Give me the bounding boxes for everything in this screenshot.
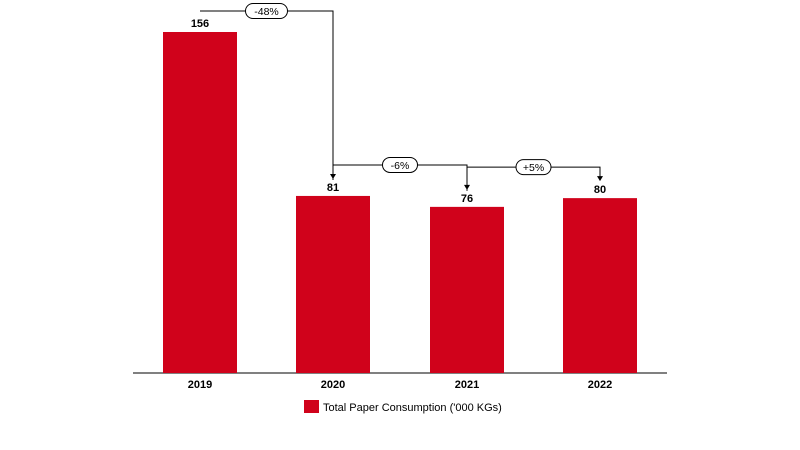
change-pill	[382, 156, 418, 173]
bar-2019	[163, 32, 237, 373]
change-connector-2019-2020: -48%	[200, 3, 336, 179]
data-label-2019: 156	[191, 18, 209, 30]
x-tick-2019: 2019	[188, 379, 212, 391]
bar-2022	[563, 198, 637, 373]
connector-line	[200, 10, 334, 175]
bars-layer	[163, 32, 637, 373]
x-tick-2022: 2022	[588, 379, 612, 391]
legend: Total Paper Consumption ('000 KGs)	[304, 400, 502, 414]
x-tick-labels-layer: 2019 2020 2021 2022	[188, 379, 612, 391]
x-tick-2020: 2020	[321, 379, 345, 391]
change-pill	[245, 3, 288, 19]
bar-2020	[296, 195, 370, 373]
change-connector-2020-2021: -6%	[332, 156, 470, 190]
legend-swatch	[304, 400, 319, 413]
bar-2021	[430, 206, 504, 373]
change-connectors-layer: -48% -6% +5%	[200, 3, 603, 191]
legend-label: Total Paper Consumption ('000 KGs)	[323, 402, 502, 414]
change-label: +5%	[523, 162, 544, 174]
change-label: -48%	[254, 6, 279, 18]
data-label-2022: 80	[594, 184, 606, 196]
data-label-2021: 76	[461, 193, 473, 205]
change-pill	[515, 159, 552, 176]
change-connector-2021-2022: +5%	[466, 159, 603, 191]
change-label: -6%	[391, 160, 410, 172]
data-labels-layer: 156 81 76 80	[191, 18, 606, 205]
x-tick-2021: 2021	[455, 379, 479, 391]
arrow-head-icon	[597, 176, 603, 182]
data-label-2020: 81	[327, 182, 339, 194]
